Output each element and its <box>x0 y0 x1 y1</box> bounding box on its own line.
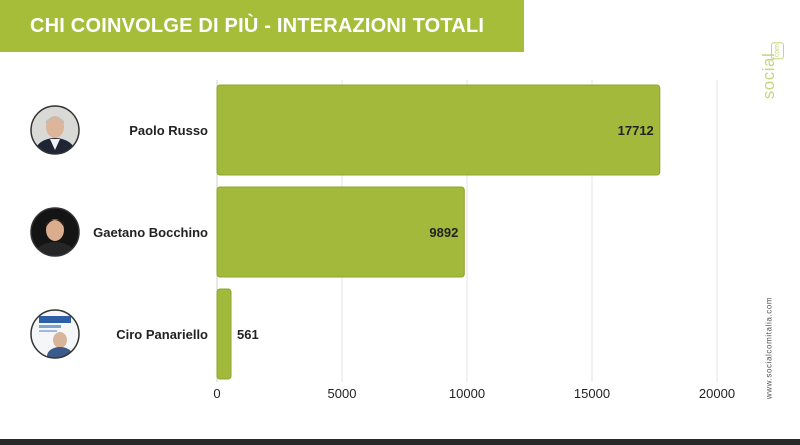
campaign-poster-avatar-icon <box>30 309 80 359</box>
category-label: Ciro Panariello <box>116 327 208 342</box>
chart-title: CHI COINVOLGE DI PIÙ - INTERAZIONI TOTAL… <box>30 14 485 37</box>
data-label: 9892 <box>429 225 458 240</box>
x-tick-label: 0 <box>213 386 220 401</box>
title-banner: CHI COINVOLGE DI PIÙ - INTERAZIONI TOTAL… <box>0 0 524 52</box>
person-avatar-icon <box>30 105 80 155</box>
data-label: 561 <box>237 327 259 342</box>
bottom-divider <box>0 439 800 445</box>
category-label: Paolo Russo <box>129 123 208 138</box>
x-tick-label: 20000 <box>699 386 735 401</box>
x-tick-label: 10000 <box>449 386 485 401</box>
x-tick-label: 5000 <box>328 386 357 401</box>
data-label: 17712 <box>618 123 654 138</box>
category-label: Gaetano Bocchino <box>93 225 208 240</box>
bar <box>216 288 232 380</box>
bar <box>216 186 465 278</box>
person-avatar-icon <box>30 207 80 257</box>
x-tick-label: 15000 <box>574 386 610 401</box>
bar <box>216 84 661 176</box>
